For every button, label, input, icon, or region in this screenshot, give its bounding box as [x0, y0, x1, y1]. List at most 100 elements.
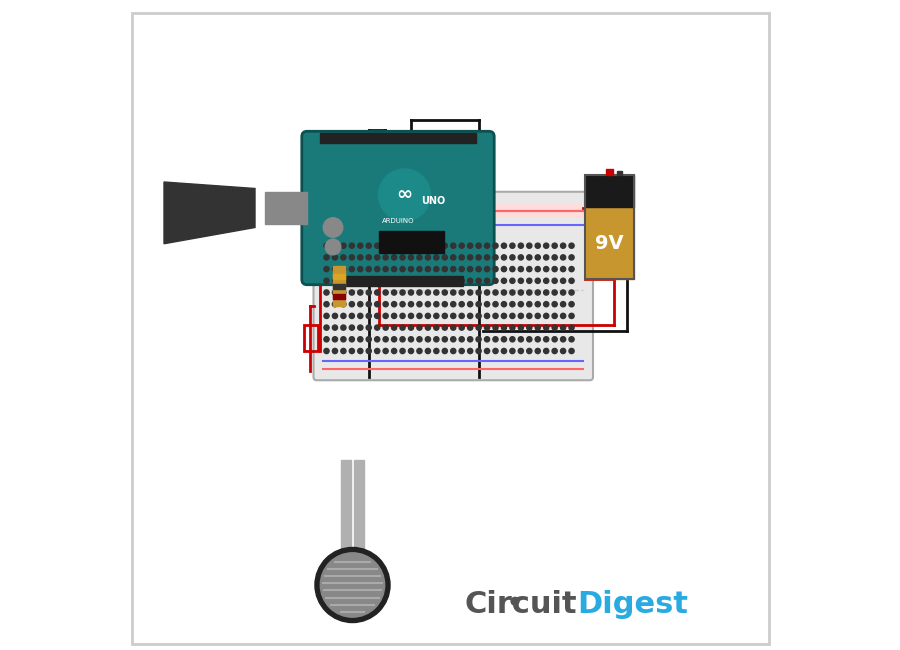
Circle shape	[392, 290, 397, 295]
Circle shape	[383, 348, 388, 354]
Circle shape	[324, 337, 329, 342]
Circle shape	[400, 278, 405, 283]
Circle shape	[526, 337, 532, 342]
Circle shape	[341, 325, 346, 330]
Circle shape	[320, 552, 384, 618]
Circle shape	[366, 255, 372, 260]
Circle shape	[409, 348, 414, 354]
Circle shape	[484, 266, 490, 272]
Circle shape	[459, 266, 464, 272]
Circle shape	[417, 337, 422, 342]
Circle shape	[366, 313, 372, 318]
Circle shape	[392, 266, 397, 272]
Circle shape	[569, 313, 574, 318]
Bar	[304, 325, 318, 351]
Circle shape	[349, 243, 355, 248]
Circle shape	[493, 243, 498, 248]
Circle shape	[476, 313, 482, 318]
Circle shape	[341, 348, 346, 354]
Circle shape	[324, 348, 329, 354]
Circle shape	[484, 255, 490, 260]
Circle shape	[518, 325, 524, 330]
Circle shape	[417, 290, 422, 295]
Circle shape	[526, 278, 532, 283]
Circle shape	[493, 325, 498, 330]
Circle shape	[374, 266, 380, 272]
Circle shape	[552, 313, 557, 318]
Circle shape	[366, 290, 372, 295]
Circle shape	[484, 243, 490, 248]
Circle shape	[434, 243, 439, 248]
Circle shape	[323, 218, 343, 237]
Circle shape	[324, 255, 329, 260]
Circle shape	[451, 243, 456, 248]
Circle shape	[493, 348, 498, 354]
Circle shape	[561, 243, 566, 248]
Circle shape	[383, 302, 388, 307]
Circle shape	[459, 302, 464, 307]
Circle shape	[400, 266, 405, 272]
Bar	[379, 231, 444, 254]
Circle shape	[552, 278, 557, 283]
Circle shape	[561, 337, 566, 342]
Circle shape	[518, 313, 524, 318]
Circle shape	[561, 325, 566, 330]
Circle shape	[536, 337, 540, 342]
Circle shape	[366, 325, 372, 330]
Circle shape	[349, 325, 355, 330]
Circle shape	[509, 266, 515, 272]
Circle shape	[400, 255, 405, 260]
Circle shape	[442, 337, 447, 342]
Circle shape	[374, 313, 380, 318]
Text: UNO: UNO	[421, 196, 446, 207]
Circle shape	[417, 348, 422, 354]
Circle shape	[434, 313, 439, 318]
Circle shape	[569, 348, 574, 354]
Circle shape	[544, 255, 549, 260]
Circle shape	[357, 255, 363, 260]
Text: Digest: Digest	[577, 590, 688, 619]
Circle shape	[442, 313, 447, 318]
Circle shape	[526, 325, 532, 330]
Circle shape	[349, 302, 355, 307]
Circle shape	[374, 325, 380, 330]
Circle shape	[569, 325, 574, 330]
Circle shape	[442, 266, 447, 272]
Circle shape	[442, 243, 447, 248]
Bar	[333, 276, 463, 286]
Circle shape	[459, 278, 464, 283]
Circle shape	[518, 302, 524, 307]
Circle shape	[409, 325, 414, 330]
Circle shape	[509, 325, 515, 330]
Circle shape	[459, 337, 464, 342]
Circle shape	[341, 302, 346, 307]
Circle shape	[417, 266, 422, 272]
Circle shape	[544, 266, 549, 272]
Circle shape	[552, 243, 557, 248]
Circle shape	[468, 255, 472, 260]
Circle shape	[357, 278, 363, 283]
Circle shape	[332, 337, 338, 342]
Circle shape	[409, 255, 414, 260]
Circle shape	[526, 266, 532, 272]
Circle shape	[459, 313, 464, 318]
Circle shape	[569, 337, 574, 342]
Circle shape	[434, 278, 439, 283]
Circle shape	[332, 302, 338, 307]
Circle shape	[366, 302, 372, 307]
Circle shape	[325, 239, 341, 255]
Circle shape	[357, 243, 363, 248]
Circle shape	[501, 348, 507, 354]
Circle shape	[526, 243, 532, 248]
Circle shape	[341, 290, 346, 295]
Circle shape	[451, 266, 456, 272]
Circle shape	[349, 290, 355, 295]
Circle shape	[544, 302, 549, 307]
Circle shape	[569, 243, 574, 248]
Bar	[585, 176, 634, 280]
Circle shape	[493, 290, 498, 295]
Circle shape	[468, 302, 472, 307]
Circle shape	[324, 313, 329, 318]
Circle shape	[324, 290, 329, 295]
Circle shape	[426, 278, 430, 283]
